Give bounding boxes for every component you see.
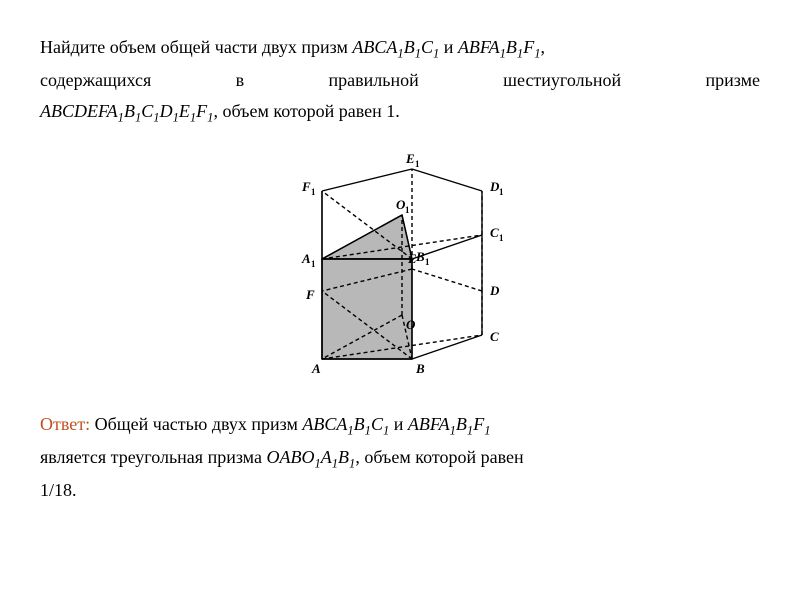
svg-text:C: C: [490, 329, 499, 344]
problem-text: Найдите объем общей части двух призм ABC…: [40, 32, 760, 129]
figure-container: ABCDEFOA1B1C1D1E1F1O1: [40, 149, 760, 379]
answer-text: Ответ: Общей частью двух призм ABCA1B1C1…: [40, 409, 760, 506]
txt: Найдите объем общей части двух призм: [40, 37, 352, 57]
svg-text:1: 1: [499, 233, 504, 243]
answer-line-2: является треугольная призма OABO1A1B1, о…: [40, 442, 760, 475]
svg-text:B: B: [415, 249, 425, 264]
svg-text:1: 1: [311, 259, 316, 269]
svg-text:B: B: [415, 361, 425, 376]
problem-line-1: Найдите объем общей части двух призм ABC…: [40, 32, 760, 65]
svg-text:A: A: [301, 251, 311, 266]
problem-line-2: содержащихся в правильной шестиугольной …: [40, 65, 760, 96]
svg-text:F: F: [305, 287, 315, 302]
svg-text:F: F: [301, 179, 311, 194]
answer-label: Ответ:: [40, 414, 90, 434]
svg-text:1: 1: [499, 187, 504, 197]
svg-text:D: D: [489, 283, 500, 298]
svg-text:1: 1: [311, 187, 316, 197]
svg-text:C: C: [490, 225, 499, 240]
prism1: ABCA: [352, 37, 397, 57]
svg-text:A: A: [311, 361, 321, 376]
hexagonal-prism-diagram: ABCDEFOA1B1C1D1E1F1O1: [250, 149, 550, 379]
svg-text:E: E: [405, 151, 415, 166]
problem-line-3: ABCDEFA1B1C1D1E1F1, объем которой равен …: [40, 96, 760, 129]
answer-line-1: Ответ: Общей частью двух призм ABCA1B1C1…: [40, 409, 760, 442]
answer-line-3: 1/18.: [40, 475, 760, 506]
svg-text:O: O: [406, 317, 416, 332]
svg-text:1: 1: [425, 257, 430, 267]
svg-text:1: 1: [415, 159, 420, 169]
svg-text:1: 1: [405, 205, 410, 215]
